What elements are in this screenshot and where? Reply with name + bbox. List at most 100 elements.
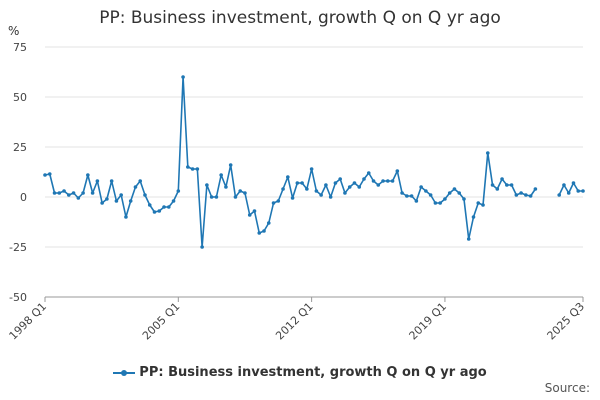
x-tick-label: 1998 Q1 (7, 300, 50, 343)
data-point (457, 191, 462, 195)
data-point (300, 181, 304, 185)
data-point (43, 173, 47, 177)
data-point (224, 185, 228, 189)
data-point (95, 179, 100, 183)
data-point (490, 183, 495, 187)
legend[interactable]: PP: Business investment, growth Q on Q y… (0, 365, 600, 380)
data-point (328, 195, 333, 199)
data-point (466, 237, 471, 241)
data-point (295, 181, 300, 185)
data-point (524, 193, 528, 197)
data-point (357, 185, 362, 189)
series-line (44, 76, 537, 248)
data-point (566, 191, 571, 195)
chart-title: PP: Business investment, growth Q on Q y… (99, 8, 501, 28)
data-point (257, 231, 262, 235)
data-point (119, 193, 123, 197)
legend-swatch (113, 368, 136, 378)
data-point (557, 193, 561, 197)
data-point (90, 191, 95, 195)
data-point (195, 167, 200, 171)
data-point (247, 213, 252, 217)
data-point (62, 189, 66, 193)
data-point (452, 187, 457, 191)
x-axis: 1998 Q1 2005 Q1 2012 Q1 2019 Q1 2025 Q3 (7, 296, 587, 343)
data-point (152, 210, 157, 214)
data-point (124, 215, 128, 219)
data-point (419, 185, 423, 189)
data-point (528, 194, 533, 198)
data-point (509, 183, 514, 187)
data-point (366, 171, 371, 175)
data-point (190, 167, 195, 171)
data-point (428, 193, 433, 197)
legend-label: PP: Business investment, growth Q on Q y… (139, 365, 487, 380)
data-point (476, 201, 481, 205)
data-point (462, 197, 466, 201)
data-point (485, 151, 490, 155)
data-point (514, 193, 519, 197)
y-tick-label: 50 (13, 91, 27, 104)
y-axis-unit-label: % (8, 24, 20, 38)
data-point (128, 199, 133, 203)
x-tick-label: 2019 Q1 (407, 300, 450, 343)
data-point (205, 183, 209, 187)
series-lines (44, 76, 583, 248)
data-point (290, 196, 295, 200)
data-point (381, 179, 385, 183)
data-point (81, 191, 85, 195)
data-point (233, 195, 238, 199)
data-point (447, 191, 452, 195)
data-point (500, 177, 504, 181)
data-point (266, 221, 271, 225)
data-point (86, 173, 90, 177)
data-point (347, 185, 352, 189)
data-point (243, 191, 247, 195)
data-point (395, 169, 400, 173)
data-point (67, 193, 71, 197)
data-point (181, 75, 185, 79)
data-point (100, 201, 104, 205)
data-point (385, 179, 390, 183)
data-point (186, 165, 190, 169)
data-point (371, 179, 376, 183)
data-point (319, 193, 323, 197)
data-point (409, 194, 414, 198)
data-point (414, 199, 419, 203)
data-point (438, 201, 442, 205)
data-point (471, 215, 476, 219)
y-tick-label: -50 (9, 291, 27, 304)
data-point (314, 189, 319, 193)
data-point (162, 205, 166, 209)
data-point (533, 187, 538, 191)
data-point (76, 196, 81, 200)
data-point (309, 167, 314, 171)
data-point (305, 187, 309, 191)
data-point (333, 181, 338, 185)
y-tick-label: -25 (9, 241, 27, 254)
data-point (228, 163, 233, 167)
series-points (43, 75, 585, 249)
data-point (443, 197, 447, 201)
data-point (147, 203, 152, 207)
data-point (562, 183, 566, 187)
y-tick-label: 0 (20, 191, 27, 204)
data-point (176, 189, 181, 193)
data-point (114, 199, 119, 203)
grid-lines (45, 46, 583, 298)
data-point (343, 191, 347, 195)
y-tick-label: 25 (13, 141, 27, 154)
data-point (433, 201, 438, 205)
x-tick-label: 2012 Q1 (273, 300, 316, 343)
data-point (495, 187, 500, 191)
data-point (133, 185, 138, 189)
data-point (424, 189, 428, 193)
x-tick-label: 2005 Q1 (140, 300, 183, 343)
data-point (400, 191, 404, 195)
data-point (171, 199, 176, 203)
data-point (286, 175, 290, 179)
data-point (47, 172, 52, 176)
data-point (109, 179, 114, 183)
data-point (166, 205, 171, 209)
